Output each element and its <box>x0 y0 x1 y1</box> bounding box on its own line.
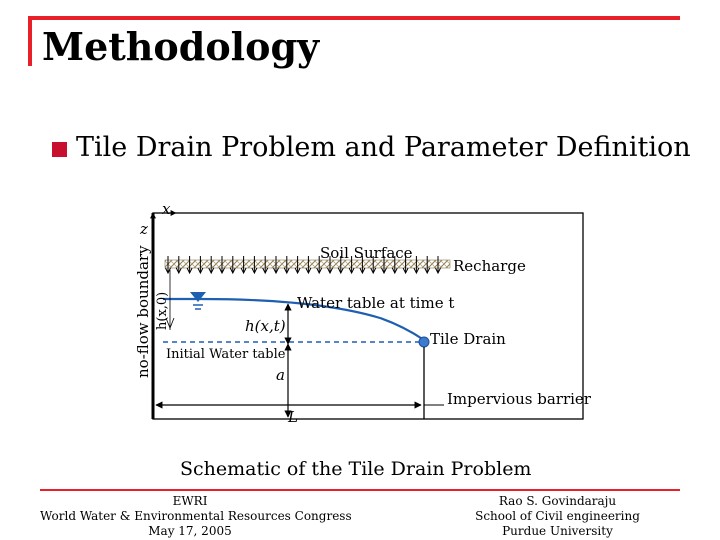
footer-left-line: EWRI <box>172 494 208 508</box>
tile-drain-icon <box>418 336 430 348</box>
water-level-symbol-icon <box>190 292 206 302</box>
footer-left: EWRI World Water & Environmental Resourc… <box>40 494 352 539</box>
water-table-t-label: Water table at time t <box>297 294 454 312</box>
footer-right-line: Purdue University <box>502 524 613 538</box>
footer-right-line: Rao S. Govindaraju <box>498 494 617 508</box>
footer-left-line: May 17, 2005 <box>148 524 232 538</box>
axis-z-label: z <box>139 220 148 238</box>
tile-drain-label: Tile Drain <box>430 330 506 348</box>
recharge-label: Recharge <box>453 257 526 275</box>
soil-surface-band <box>164 259 451 269</box>
footer-divider <box>40 489 680 491</box>
depth-a-label: a <box>276 366 285 384</box>
footer-left-line: World Water & Environmental Resources Co… <box>40 509 352 523</box>
initial-water-table-label: Initial Water table <box>166 347 286 362</box>
no-flow-boundary-label: no-flow boundary <box>134 245 152 378</box>
slide-title: Methodology <box>42 24 320 69</box>
title-accent-bar-left <box>28 16 32 66</box>
water-table-curve <box>163 297 425 341</box>
figure-caption: Schematic of the Tile Drain Problem <box>180 458 532 480</box>
bullet-text: Tile Drain Problem and Parameter Definit… <box>76 132 691 163</box>
footer-right: Rao S. Govindaraju School of Civil engin… <box>470 494 645 539</box>
head-t-label: h(x,t) <box>245 317 286 335</box>
axis-x-label: x <box>162 200 171 218</box>
title-accent-bar-top <box>28 16 680 20</box>
bullet-square-icon <box>52 142 67 157</box>
impervious-barrier-label: Impervious barrier <box>447 390 592 408</box>
initial-head-label: h(x,0) <box>155 292 170 330</box>
soil-surface-label: Soil Surface <box>320 244 413 262</box>
footer-right-line: School of Civil engineering <box>475 509 640 523</box>
length-L-label: L <box>287 408 298 426</box>
recharge-arrows <box>165 256 441 275</box>
